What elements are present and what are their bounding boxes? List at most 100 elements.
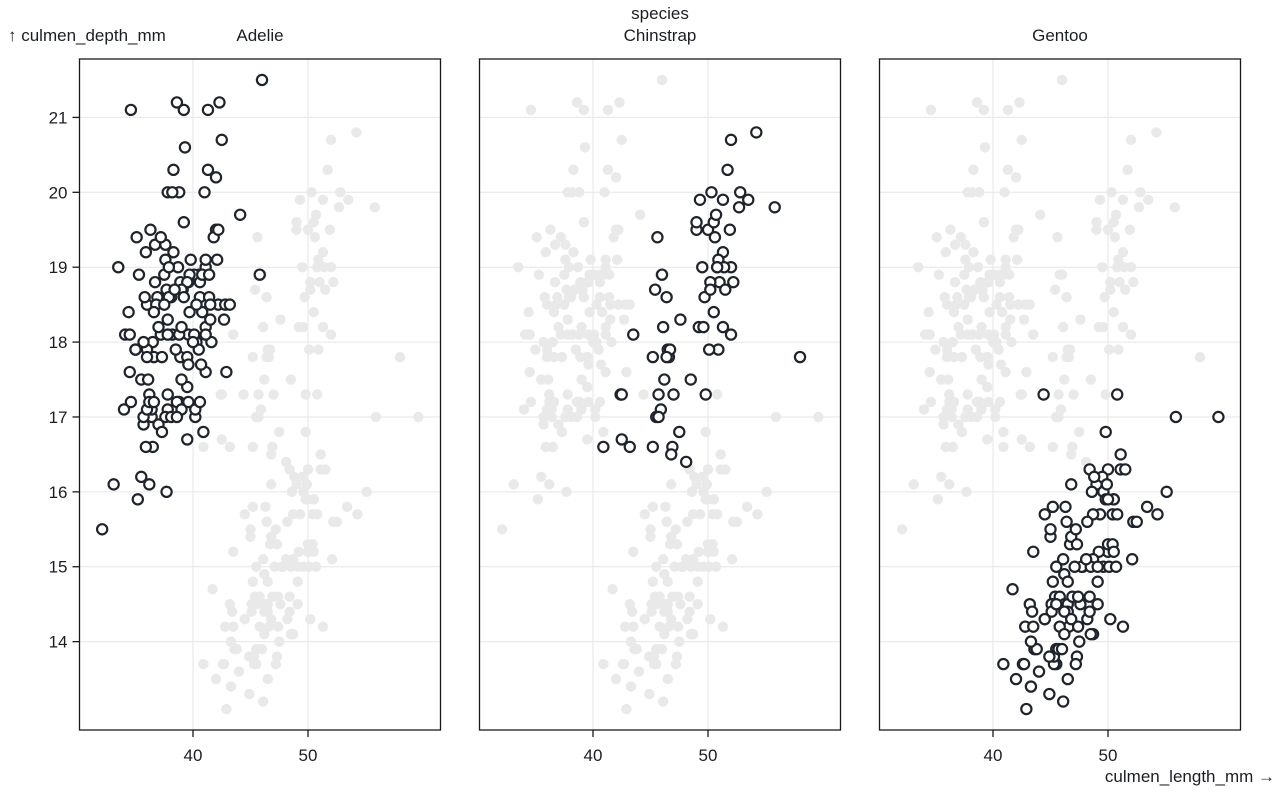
chinstrap-point (679, 455, 693, 469)
gentoo-point (1024, 635, 1038, 648)
y-axis-label: ↑ culmen_depth_mm (8, 26, 166, 45)
background-point (248, 658, 260, 670)
background-point (533, 269, 545, 280)
background-point (300, 389, 311, 400)
background-point (225, 681, 237, 692)
adelie-point (152, 320, 165, 334)
gentoo-point (1083, 605, 1096, 618)
gentoo-point (1050, 597, 1063, 611)
background-point (1109, 232, 1121, 243)
background-point (320, 284, 331, 295)
background-point (553, 321, 564, 333)
background-point (680, 554, 692, 565)
background-point (216, 389, 227, 400)
background-point (310, 561, 322, 572)
background-point (361, 486, 372, 498)
y-tick-label-15: 15 (49, 558, 68, 577)
adelie-point (194, 358, 208, 371)
chinstrap-point (646, 350, 660, 364)
background-point (251, 598, 262, 610)
background-point (1011, 254, 1023, 265)
background-point (671, 539, 683, 550)
background-point (253, 389, 264, 400)
gentoo-point (1050, 560, 1063, 573)
background-point (567, 187, 578, 198)
background-point (284, 606, 295, 617)
adelie-point (117, 403, 131, 416)
background-point (666, 613, 677, 625)
background-point (645, 524, 656, 535)
background-point (625, 681, 637, 692)
background-point (979, 142, 991, 153)
background-point (262, 576, 273, 587)
background-point (576, 321, 587, 333)
background-point (1066, 449, 1077, 460)
facet-panel-chinstrap: 40 50 (478, 58, 842, 765)
background-point (198, 658, 209, 670)
facet-title-chinstrap: Chinstrap (623, 26, 697, 45)
background-point (940, 441, 952, 453)
background-point (559, 269, 570, 280)
chinstrap-point (716, 320, 730, 334)
background-point (272, 621, 284, 632)
adelie-point (161, 313, 174, 326)
adelie-point (202, 268, 216, 281)
background-point (413, 411, 424, 423)
adelie-point (129, 343, 142, 356)
background-point (634, 209, 646, 220)
background-point (1125, 329, 1137, 340)
chinstrap-point (652, 410, 665, 424)
background-point (583, 359, 594, 370)
background-point (1000, 366, 1011, 378)
background-point (270, 524, 282, 535)
background-point (285, 374, 296, 385)
background-point (998, 426, 1009, 438)
adelie-point (161, 328, 174, 341)
background-point (631, 643, 642, 655)
chinstrap-point (684, 373, 697, 386)
background-point (593, 344, 604, 355)
facet-panel-gentoo: 40 50 (878, 58, 1242, 765)
gentoo-point (1091, 597, 1104, 611)
background-point (540, 247, 552, 258)
chinstrap-point (699, 388, 712, 401)
background-point (1016, 389, 1027, 400)
background-point (638, 389, 649, 400)
background-point (1059, 374, 1070, 385)
background-point (913, 261, 924, 273)
background-point (302, 464, 314, 475)
background-point (741, 501, 753, 513)
background-point (606, 336, 617, 348)
background-point (292, 598, 303, 610)
background-point (931, 232, 942, 243)
background-point (578, 291, 590, 303)
adelie-point (95, 523, 109, 536)
background-point (308, 306, 319, 318)
background-points-layer (896, 74, 1206, 535)
background-point (326, 554, 338, 565)
adelie-point (141, 373, 155, 386)
adelie-point (204, 313, 217, 326)
background-point (990, 411, 1001, 423)
background-point (731, 516, 742, 528)
background-point (662, 576, 673, 587)
background-point (616, 134, 627, 146)
gentoo-point (1043, 687, 1056, 701)
gentoo-point (1027, 545, 1040, 558)
adelie-point (147, 305, 161, 319)
chinstrap-point (623, 440, 637, 454)
background-point (717, 621, 729, 632)
background-point (254, 621, 265, 632)
background-point (660, 501, 671, 513)
background-point (320, 464, 331, 475)
background-point (761, 486, 772, 498)
background-point (1085, 374, 1096, 385)
gentoo-point (1037, 388, 1050, 401)
background-point (976, 321, 987, 333)
background-point (1108, 306, 1119, 318)
background-point (610, 172, 622, 183)
background-point (570, 344, 581, 355)
chinstrap-point (651, 231, 664, 244)
background-point (971, 97, 983, 108)
background-point (576, 404, 587, 415)
